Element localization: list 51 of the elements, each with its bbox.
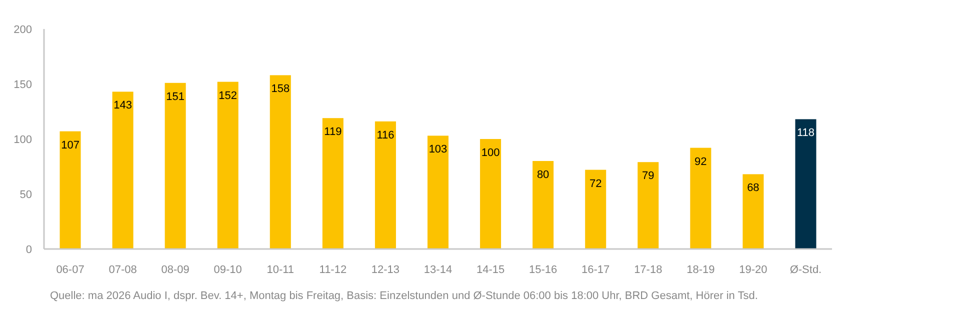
data-label: 72 bbox=[589, 178, 602, 190]
data-label: 107 bbox=[61, 139, 80, 152]
x-tick-label: 15-16 bbox=[528, 264, 558, 276]
x-tick-label: 17-18 bbox=[634, 264, 662, 276]
data-label: 103 bbox=[428, 144, 448, 156]
x-tick-label: 18-19 bbox=[686, 264, 715, 276]
bar bbox=[690, 148, 712, 249]
y-tick-label: 50 bbox=[20, 189, 32, 201]
y-tick-label: 150 bbox=[14, 79, 32, 91]
bar bbox=[270, 75, 291, 249]
data-label: 92 bbox=[694, 156, 707, 168]
x-tick-label: 14-15 bbox=[476, 264, 505, 276]
data-label: 119 bbox=[324, 126, 342, 138]
bar bbox=[532, 161, 554, 249]
data-label: 118 bbox=[796, 127, 815, 140]
bar bbox=[480, 139, 502, 249]
data-label: 151 bbox=[166, 90, 185, 103]
data-label: 158 bbox=[271, 83, 290, 96]
x-tick-label: 09-10 bbox=[214, 264, 242, 276]
data-label: 143 bbox=[114, 100, 132, 112]
bar bbox=[374, 121, 396, 249]
x-tick-label: 19-20 bbox=[739, 264, 768, 276]
x-tick-label: 16-17 bbox=[582, 264, 610, 276]
data-label: 80 bbox=[536, 169, 550, 181]
x-tick-label: 11-12 bbox=[319, 264, 347, 276]
bar bbox=[638, 162, 659, 249]
bar bbox=[322, 118, 344, 249]
data-label: 68 bbox=[747, 182, 760, 194]
x-tick-label: 13-14 bbox=[424, 264, 452, 276]
source-note: Quelle: ma 2026 Audio I, dspr. Bev. 14+, Montag bis Freitag, Basis: Einzelstunden und Ø-Stunde 06:00 bis 18:00 Uhr, BRD Gesamt, Hörer in Tsd. bbox=[50, 290, 758, 302]
y-tick-label: 200 bbox=[14, 24, 32, 36]
y-tick-label: 0 bbox=[26, 244, 32, 256]
y-tick-label: 100 bbox=[14, 134, 32, 146]
data-label: 152 bbox=[218, 90, 238, 102]
x-tick-label: 08-09 bbox=[161, 264, 190, 276]
x-tick-label: 12-13 bbox=[371, 264, 400, 276]
bar bbox=[60, 131, 81, 249]
x-tick-label: Ø-Std. bbox=[790, 264, 822, 276]
bar bbox=[112, 92, 134, 249]
x-tick-label: 07-08 bbox=[108, 264, 137, 276]
data-label: 100 bbox=[481, 147, 500, 159]
x-tick-label: 10-11 bbox=[266, 264, 294, 276]
data-label: 116 bbox=[376, 129, 394, 142]
bar bbox=[585, 170, 606, 249]
bar bbox=[742, 174, 764, 249]
bar bbox=[795, 119, 816, 249]
bar bbox=[427, 136, 449, 249]
bar bbox=[217, 82, 238, 249]
x-tick-label: 06-07 bbox=[56, 264, 84, 276]
data-label: 79 bbox=[642, 170, 654, 182]
bar bbox=[164, 82, 186, 249]
